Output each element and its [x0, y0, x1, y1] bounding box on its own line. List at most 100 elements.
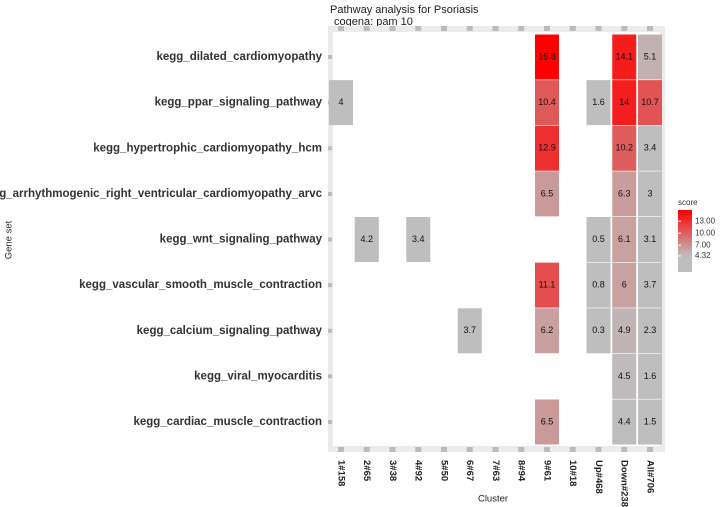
- x-tick: [492, 447, 499, 452]
- x-tick: [544, 26, 550, 31]
- x-tick-label: 9#61: [541, 460, 552, 482]
- y-tick-label: kegg_arrhythmogenic_right_ventricular_ca…: [0, 188, 323, 200]
- x-tick-label: 3#38: [387, 460, 398, 481]
- heat-cell: [612, 353, 637, 399]
- legend-tick-label: 13.00: [695, 216, 716, 225]
- x-tick: [466, 447, 473, 452]
- heat-cell: [612, 171, 637, 217]
- cell-label: 3.4: [412, 234, 425, 244]
- heat-cell: [638, 171, 662, 217]
- cell-label: 6: [622, 280, 627, 290]
- x-tick: [389, 26, 396, 31]
- x-tick: [338, 26, 344, 31]
- x-tick-label: 4#92: [413, 460, 424, 481]
- legend-tick-label: 7.00: [695, 240, 711, 249]
- x-tick-label: 8#94: [516, 460, 527, 482]
- x-tick-label: 10#18: [567, 460, 578, 486]
- heat-cell: [586, 217, 611, 262]
- cell-label: 0.5: [592, 234, 605, 244]
- y-tick: [328, 374, 332, 379]
- x-tick: [647, 447, 653, 452]
- y-tick-label: kegg_hypertrophic_cardiomyopathy_hcm: [93, 142, 322, 154]
- y-tick: [328, 420, 332, 424]
- x-tick: [518, 447, 525, 452]
- heat-cell: [638, 353, 662, 399]
- x-tick: [569, 26, 576, 31]
- y-tick: [328, 237, 332, 242]
- cell-label: 1.6: [592, 97, 605, 107]
- cell-label: 14: [619, 97, 629, 107]
- heat-cell: [535, 125, 559, 171]
- cell-label: 4.5: [618, 371, 631, 381]
- x-tick: [363, 447, 370, 452]
- heat-cell: [638, 34, 662, 80]
- heat-cell: [535, 80, 559, 126]
- heat-cell: [638, 262, 662, 308]
- y-tick-label: kegg_calcium_signaling_pathway: [137, 325, 323, 337]
- heat-cell: [612, 34, 637, 80]
- x-tick-label: 1#158: [335, 460, 346, 486]
- x-tick-label: 7#63: [490, 460, 501, 481]
- y-tick: [328, 283, 332, 288]
- cell-label: 10.4: [538, 97, 556, 107]
- x-tick: [441, 447, 447, 452]
- heat-cell: [586, 262, 611, 308]
- heat-cell: [638, 308, 662, 354]
- cell-label: 15.8: [538, 51, 556, 61]
- x-tick: [389, 447, 396, 452]
- x-axis-title: Cluster: [478, 494, 508, 505]
- x-tick-label: 6#67: [464, 460, 475, 481]
- x-tick: [595, 447, 602, 452]
- cell-label: 0.3: [592, 325, 605, 335]
- y-axis-title: Gene set: [4, 220, 15, 259]
- cell-label: 0.8: [592, 280, 605, 290]
- cell-label: 10.2: [615, 143, 633, 153]
- chart-title: Pathway analysis for Psoriasis: [330, 4, 479, 16]
- x-tick: [466, 26, 473, 31]
- y-tick-label: kegg_dilated_cardiomyopathy: [156, 51, 322, 63]
- heat-cell: [612, 80, 637, 126]
- cell-label: 11.1: [539, 280, 556, 290]
- x-tick: [621, 26, 628, 31]
- cell-label: 3: [647, 188, 652, 198]
- heat-cell: [535, 171, 559, 217]
- cell-label: 3.1: [644, 234, 657, 244]
- cell-label: 10.7: [641, 97, 659, 107]
- x-tick: [492, 26, 499, 31]
- legend-title: score: [678, 198, 698, 207]
- x-tick: [569, 447, 576, 452]
- cell-label: 4.2: [360, 234, 373, 244]
- cell-label: 3.4: [644, 143, 657, 153]
- cell-label: 3.7: [644, 280, 657, 290]
- x-tick-label: All#706: [644, 460, 655, 493]
- legend-tick-label: 10.00: [695, 228, 716, 237]
- heat-cell: [612, 262, 637, 308]
- cell-label: 4.4: [618, 416, 631, 426]
- x-tick: [415, 447, 422, 452]
- heat-cell: [638, 125, 662, 171]
- heat-cell: [535, 308, 559, 354]
- cell-label: 14.1: [615, 51, 633, 61]
- panel: [333, 32, 660, 446]
- y-tick-label: kegg_ppar_signaling_pathway: [155, 97, 323, 109]
- cell-label: 6.1: [618, 234, 631, 244]
- cell-label: 6.2: [541, 325, 554, 335]
- x-tick-label: Down#238: [619, 460, 630, 507]
- cell-label: 3.7: [463, 325, 476, 335]
- heat-cell: [457, 308, 482, 354]
- chart-subtitle: cogena: pam 10: [334, 16, 413, 28]
- heat-cell: [638, 217, 662, 262]
- heat-cell: [638, 399, 662, 445]
- x-tick: [518, 26, 525, 31]
- x-tick: [647, 26, 653, 31]
- heat-cell: [535, 262, 559, 308]
- cell-label: 6.5: [541, 416, 554, 426]
- heat-cell: [612, 399, 637, 445]
- x-tick-label: 5#50: [438, 460, 449, 481]
- x-tick: [415, 26, 422, 31]
- heat-cell: [586, 308, 611, 354]
- heat-cell: [612, 217, 637, 262]
- y-tick-label: kegg_wnt_signaling_pathway: [160, 234, 323, 246]
- y-tick-label: kegg_vascular_smooth_muscle_contraction: [79, 279, 322, 291]
- x-tick: [338, 447, 344, 452]
